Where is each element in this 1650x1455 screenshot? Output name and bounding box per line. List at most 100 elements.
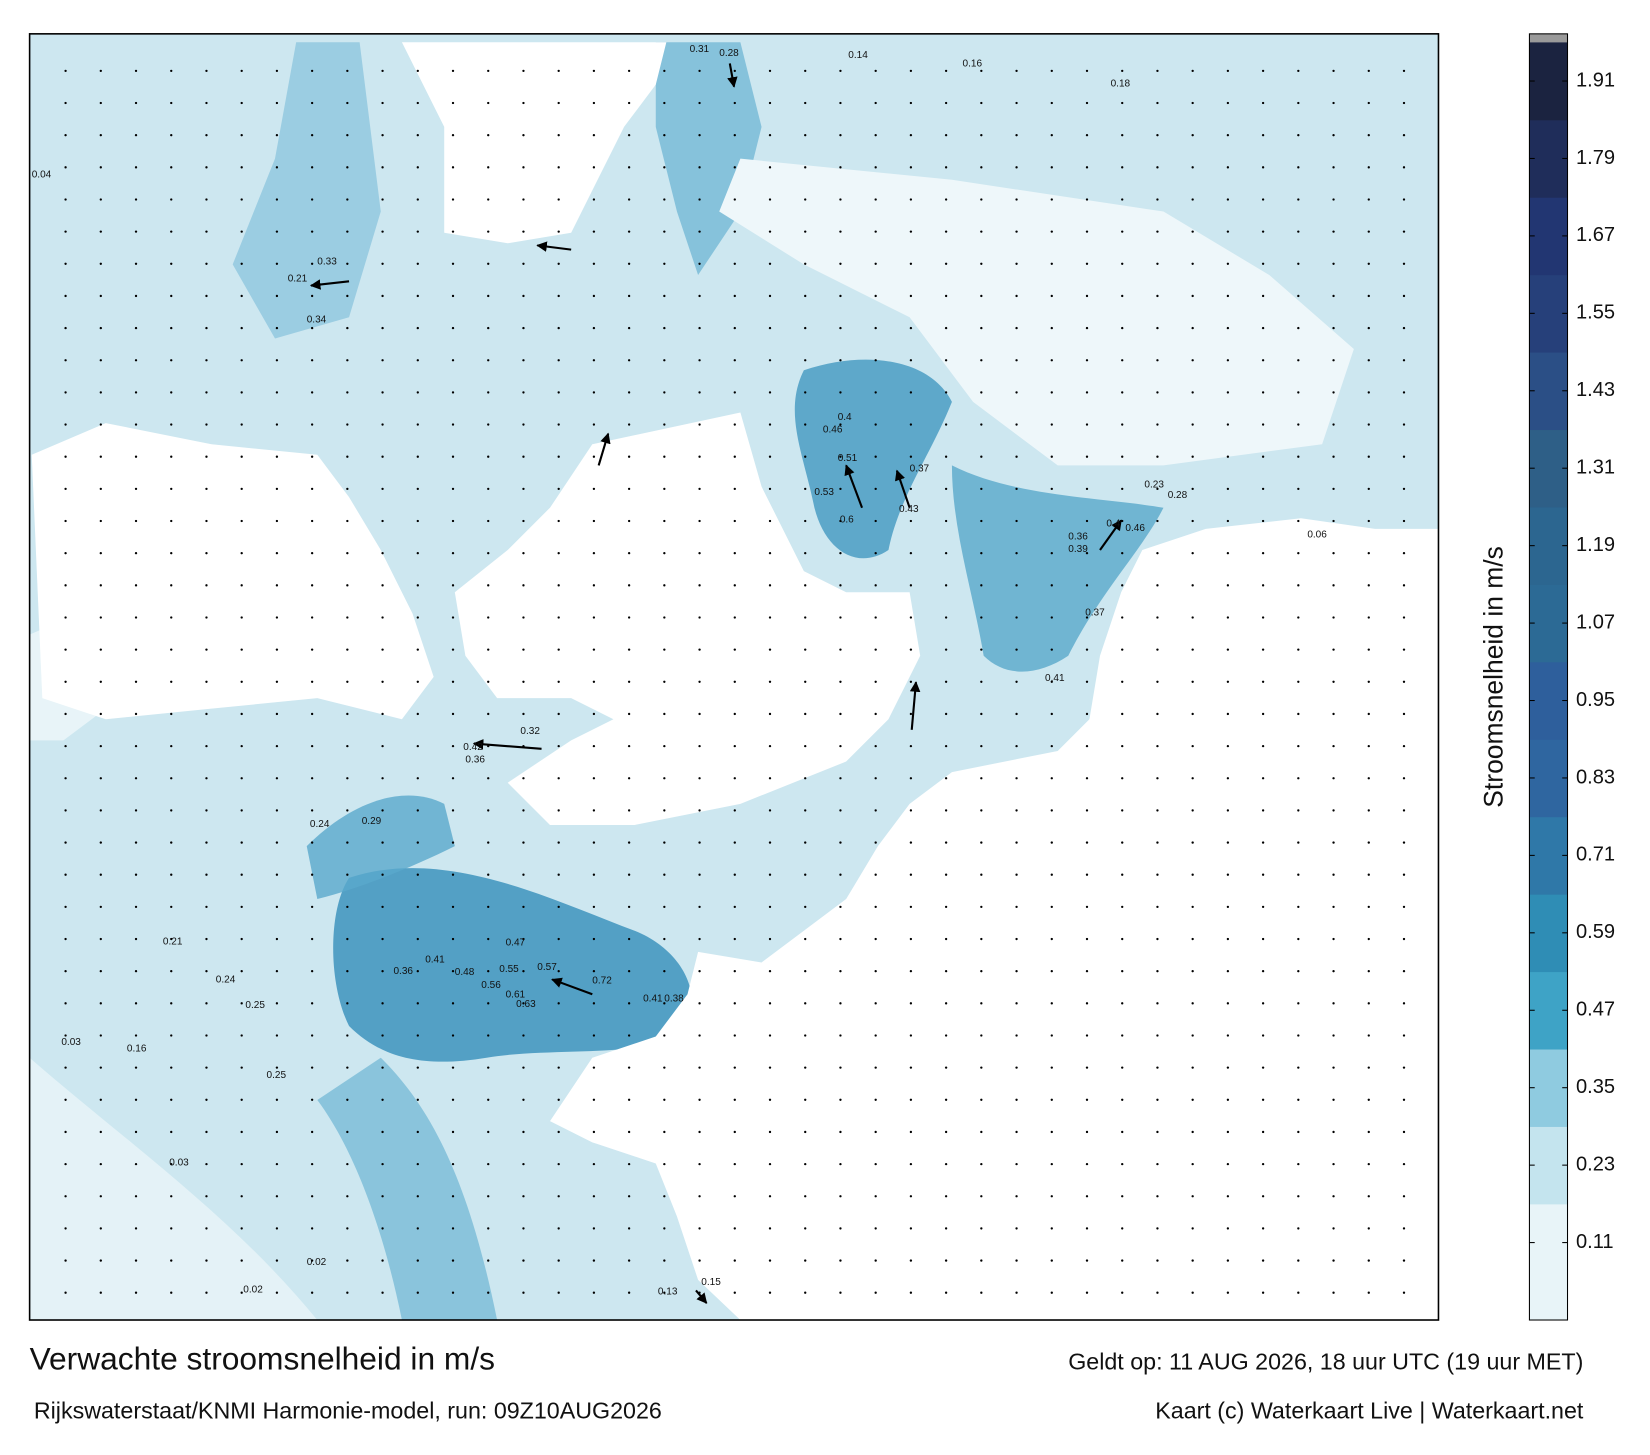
vector-point xyxy=(1156,1002,1159,1005)
vector-point xyxy=(1156,423,1159,426)
vector-point xyxy=(874,262,877,265)
vector-point xyxy=(1297,423,1300,426)
colorbar: 0.110.230.350.470.590.710.830.951.071.19… xyxy=(1528,33,1615,1321)
vector-point xyxy=(733,616,736,619)
vector-point xyxy=(1015,455,1018,458)
vector-point xyxy=(874,648,877,651)
vector-point xyxy=(1121,712,1124,716)
vector-point xyxy=(839,230,842,233)
vector-point xyxy=(592,552,596,555)
land xyxy=(454,412,921,826)
vector-point xyxy=(1085,744,1089,748)
vector-point xyxy=(1050,455,1053,458)
vector-point xyxy=(487,519,490,523)
vector-point xyxy=(451,616,455,619)
vector-point xyxy=(522,552,525,555)
vector-point xyxy=(381,1291,384,1294)
vector-point xyxy=(310,101,314,105)
vector-point xyxy=(416,326,419,330)
vector-point xyxy=(487,69,490,73)
vector-point xyxy=(451,198,455,201)
vector-point xyxy=(275,359,279,362)
vector-point xyxy=(1226,262,1230,265)
vector-point xyxy=(944,937,948,941)
vector-point xyxy=(698,1066,701,1069)
vector-point xyxy=(557,1034,560,1037)
vector-point xyxy=(134,905,138,909)
vector-point xyxy=(1050,134,1053,137)
vector-point xyxy=(944,1098,948,1101)
vector-point xyxy=(663,905,666,909)
vector-point xyxy=(592,294,596,298)
vector-point xyxy=(874,1259,877,1262)
vector-point xyxy=(839,680,842,683)
vector-point xyxy=(874,391,877,394)
vector-point xyxy=(522,69,525,73)
vector-point xyxy=(170,744,173,748)
vector-point xyxy=(804,198,807,201)
vector-point xyxy=(416,166,419,169)
vector-point xyxy=(1085,166,1089,169)
vector-point xyxy=(451,712,455,716)
vector-point xyxy=(1367,1034,1370,1037)
vector-point xyxy=(487,680,490,683)
vector-point xyxy=(627,69,631,73)
vector-point xyxy=(1191,1195,1194,1198)
vector-point xyxy=(522,809,525,812)
vector-point xyxy=(839,1098,842,1101)
vector-point xyxy=(522,1162,525,1166)
vector-point xyxy=(944,391,948,394)
vector-point xyxy=(1085,1130,1089,1134)
vector-point xyxy=(698,1227,701,1230)
vector-point xyxy=(839,359,842,362)
vector-point xyxy=(1402,1227,1406,1230)
vector-point xyxy=(1015,294,1018,298)
vector-point xyxy=(1085,616,1089,619)
vector-point xyxy=(416,487,419,491)
vector-point xyxy=(557,680,560,683)
vector-point xyxy=(205,1227,208,1230)
vector-point xyxy=(522,455,525,458)
vector-point xyxy=(1226,905,1230,909)
vector-point xyxy=(980,1130,983,1134)
vector-point xyxy=(909,294,913,298)
vector-point xyxy=(134,1130,138,1134)
vector-point xyxy=(1015,230,1018,233)
vector-point xyxy=(451,294,455,298)
vector-point xyxy=(381,359,384,362)
vector-point xyxy=(698,841,701,844)
vector-point xyxy=(1191,69,1194,73)
vector-point xyxy=(134,262,138,265)
vector-point xyxy=(522,1034,525,1037)
vector-point xyxy=(980,69,983,73)
vector-point xyxy=(592,616,596,619)
vector-point xyxy=(804,1066,807,1069)
vector-point xyxy=(663,552,666,555)
vector-point xyxy=(909,1195,913,1198)
vector-point xyxy=(416,101,419,105)
vector-point xyxy=(909,359,913,362)
vector-point xyxy=(768,970,772,973)
vector-point xyxy=(451,1227,455,1230)
vector-point xyxy=(522,1130,525,1134)
vector-point xyxy=(1191,326,1194,330)
colorbar-band xyxy=(1529,584,1568,663)
vector-point xyxy=(1121,455,1124,458)
vector-point xyxy=(310,1098,314,1101)
vector-point xyxy=(99,648,102,651)
vector-point xyxy=(557,616,560,619)
vector-point xyxy=(698,69,701,73)
colorbar-tick-label: 1.91 xyxy=(1576,69,1615,91)
colorbar-frame xyxy=(1528,33,1569,1321)
vector-point xyxy=(346,809,349,812)
vector-point xyxy=(240,198,243,201)
vector-point xyxy=(522,937,525,941)
vector-point xyxy=(733,1291,736,1294)
vector-point xyxy=(1050,487,1053,491)
vector-point xyxy=(980,777,983,780)
vector-point xyxy=(980,1195,983,1198)
speed-label: 0.32 xyxy=(520,726,540,737)
vector-point xyxy=(1191,841,1194,844)
vector-point xyxy=(1367,712,1370,716)
vector-point xyxy=(909,680,913,683)
